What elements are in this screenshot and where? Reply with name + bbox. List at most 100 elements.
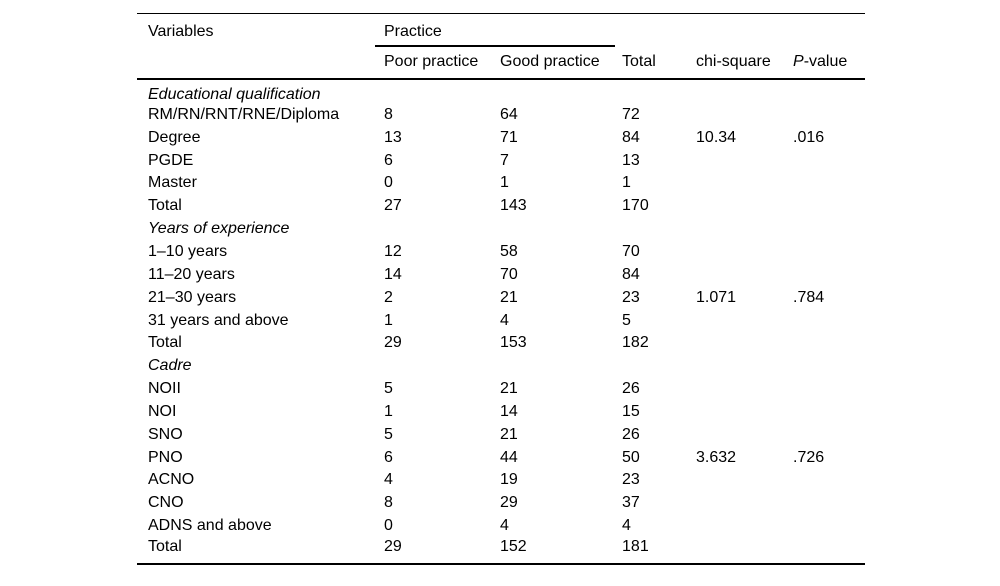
row-label-cell: PGDE	[148, 151, 194, 169]
chi-square-cell	[696, 378, 793, 401]
chi-square-cell	[696, 332, 793, 355]
section-label: Years of experience	[148, 220, 290, 238]
table-row: 1–10 years 12 58 70	[137, 241, 865, 264]
poor-practice-cell: 6	[384, 448, 393, 466]
total-column-header: Total	[622, 53, 656, 70]
poor-practice-column-header: Poor practice	[384, 53, 479, 70]
chi-square-cell	[696, 104, 793, 127]
row-label-cell: Total	[148, 197, 182, 215]
p-value-cell	[793, 400, 865, 423]
table-row: Total 27 143 170	[137, 195, 865, 218]
row-label-cell: 31 years and above	[148, 311, 289, 329]
total-cell: 37	[622, 494, 640, 512]
poor-practice-cell: 1	[384, 311, 393, 329]
table-row: Master 0 1 1	[137, 172, 865, 195]
table-row: 21–30 years 2 21 23 1.071 .784	[137, 286, 865, 309]
poor-practice-cell: 8	[384, 105, 393, 123]
p-value-cell	[793, 263, 865, 286]
table-row: Total 29 152 181	[137, 538, 865, 564]
p-value-cell	[793, 515, 865, 538]
empty-cell	[793, 355, 865, 378]
p-value-cell: .726	[793, 448, 825, 466]
good-practice-cell: 64	[500, 105, 518, 123]
practice-group-header: Practice	[375, 14, 622, 47]
practice-statistics-table: Variables Practice Poor practice Good pr…	[137, 13, 866, 565]
p-value-cell: .016	[793, 128, 825, 146]
poor-practice-cell: 8	[384, 494, 393, 512]
table-row: CNO 8 29 37	[137, 492, 865, 515]
chi-square-cell	[696, 195, 793, 218]
p-value-column-header: P-value	[793, 47, 865, 79]
chi-square-cell: 3.632	[696, 448, 737, 466]
section-row: Educational qualification	[137, 77, 866, 104]
practice-group-label: Practice	[384, 23, 442, 40]
total-cell: 26	[622, 380, 640, 398]
good-practice-cell: 7	[500, 151, 509, 169]
total-cell: 170	[622, 197, 649, 215]
blank-header-cell	[696, 14, 793, 47]
good-practice-cell: 21	[500, 425, 518, 443]
practice-underline-rule	[375, 44, 615, 47]
poor-practice-cell: 2	[384, 288, 393, 306]
p-value-cell	[793, 378, 865, 401]
total-cell: 4	[622, 517, 631, 535]
total-cell: 1	[622, 174, 631, 192]
good-practice-cell: 71	[500, 128, 518, 146]
good-practice-cell: 14	[500, 402, 518, 420]
chi-square-cell: 10.34	[696, 128, 737, 146]
table-row: PGDE 6 7 13	[137, 149, 865, 172]
good-practice-cell: 4	[500, 311, 509, 329]
empty-cell	[696, 355, 793, 378]
total-cell: 84	[622, 128, 640, 146]
p-value-cell	[793, 469, 865, 492]
total-cell: 23	[622, 288, 640, 306]
poor-practice-cell: 29	[384, 537, 402, 555]
p-value-cell	[793, 332, 865, 355]
table-row: Total 29 153 182	[137, 332, 865, 355]
row-label-cell: 11–20 years	[148, 265, 235, 283]
table-row: RM/RN/RNT/RNE/Diploma 8 64 72	[137, 104, 865, 127]
poor-practice-cell: 5	[384, 425, 393, 443]
table-row: NOI 1 14 15	[137, 400, 865, 423]
chi-square-column-header: chi-square	[696, 53, 771, 70]
empty-cell	[384, 218, 500, 241]
row-label-cell: PNO	[148, 448, 183, 466]
row-label-cell: 21–30 years	[148, 288, 237, 306]
total-cell: 23	[622, 471, 640, 489]
p-value-cell	[793, 104, 865, 127]
variables-column-header: Variables	[148, 23, 214, 40]
poor-practice-cell: 6	[384, 151, 393, 169]
section-row: Cadre	[137, 355, 865, 378]
row-label-cell: Master	[148, 174, 197, 192]
table-body: Educational qualification RM/RN/RNT/RNE/D…	[137, 77, 866, 564]
table-row: SNO 5 21 26	[137, 423, 865, 446]
poor-practice-cell: 5	[384, 380, 393, 398]
total-cell: 50	[622, 448, 640, 466]
row-label-cell: SNO	[148, 425, 183, 443]
empty-cell	[696, 77, 794, 104]
p-value-cell	[793, 195, 865, 218]
total-cell: 15	[622, 402, 640, 420]
p-value-cell	[793, 149, 865, 172]
row-label-cell: Total	[148, 334, 182, 352]
row-label-cell: NOII	[148, 380, 181, 398]
good-practice-column-header: Good practice	[500, 53, 600, 70]
p-value-cell	[793, 172, 865, 195]
empty-cell	[500, 355, 622, 378]
empty-cell	[384, 77, 500, 104]
empty-cell	[793, 77, 866, 104]
header-row-group: Variables Practice	[137, 14, 865, 47]
good-practice-cell: 21	[500, 380, 518, 398]
total-cell: 26	[622, 425, 640, 443]
chi-square-cell: 1.071	[696, 288, 737, 306]
poor-practice-cell: 0	[384, 517, 393, 535]
good-practice-cell: 29	[500, 494, 518, 512]
empty-cell	[622, 77, 697, 104]
blank-header-cell	[793, 14, 865, 47]
poor-practice-cell: 12	[384, 242, 402, 260]
table-row: NOII 5 21 26	[137, 378, 865, 401]
row-label-cell: RM/RN/RNT/RNE/Diploma	[148, 105, 340, 123]
empty-cell	[622, 218, 696, 241]
row-label-cell: ACNO	[148, 471, 195, 489]
section-label: Educational qualification	[137, 77, 384, 104]
